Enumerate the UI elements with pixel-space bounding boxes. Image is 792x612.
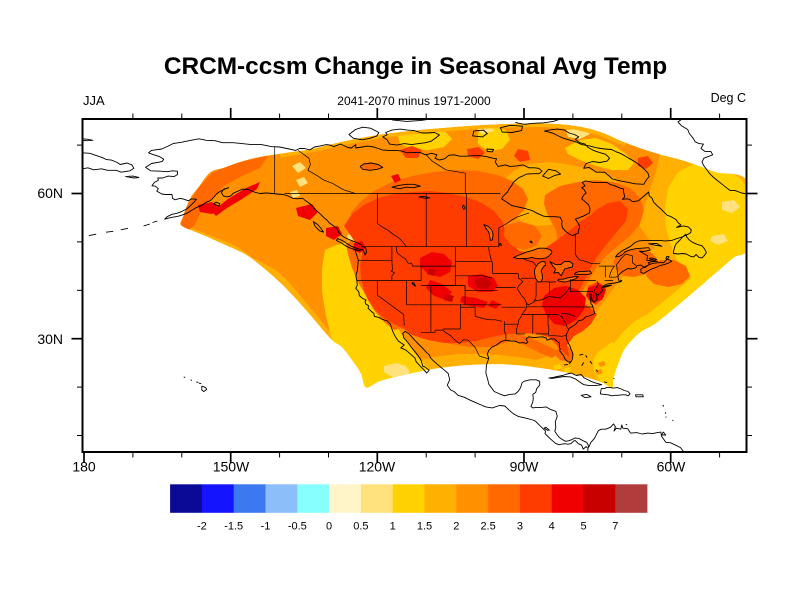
svg-text:Deg C: Deg C bbox=[711, 91, 746, 105]
svg-text:1.5: 1.5 bbox=[417, 521, 432, 533]
svg-text:2: 2 bbox=[453, 521, 459, 533]
svg-text:4: 4 bbox=[549, 521, 555, 533]
svg-text:-1.5: -1.5 bbox=[224, 521, 243, 533]
svg-text:180: 180 bbox=[72, 459, 96, 475]
svg-text:5: 5 bbox=[580, 521, 586, 533]
svg-text:0: 0 bbox=[326, 521, 332, 533]
svg-text:CRCM-ccsm Change in Seasonal A: CRCM-ccsm Change in Seasonal Avg Temp bbox=[164, 53, 667, 80]
svg-text:120W: 120W bbox=[359, 459, 396, 475]
svg-text:JJA: JJA bbox=[83, 93, 105, 108]
svg-text:2.5: 2.5 bbox=[480, 521, 495, 533]
svg-text:-1: -1 bbox=[261, 521, 271, 533]
svg-text:0.5: 0.5 bbox=[353, 521, 368, 533]
svg-text:2041-2070 minus 1971-2000: 2041-2070 minus 1971-2000 bbox=[337, 94, 491, 108]
svg-text:3: 3 bbox=[517, 521, 523, 533]
svg-text:60W: 60W bbox=[657, 459, 687, 475]
svg-text:150W: 150W bbox=[213, 459, 250, 475]
svg-text:90W: 90W bbox=[510, 459, 540, 475]
svg-text:7: 7 bbox=[612, 521, 618, 533]
svg-text:-2: -2 bbox=[197, 521, 207, 533]
svg-text:60N: 60N bbox=[37, 185, 63, 201]
svg-text:-0.5: -0.5 bbox=[288, 521, 307, 533]
svg-text:1: 1 bbox=[390, 521, 396, 533]
svg-text:30N: 30N bbox=[37, 331, 63, 347]
